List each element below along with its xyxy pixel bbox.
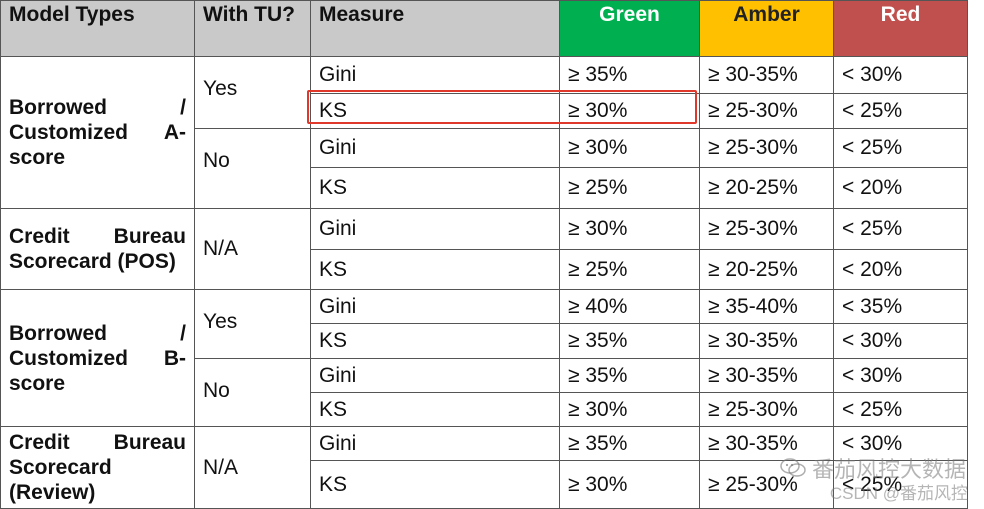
with-tu-cell: Yes — [194, 289, 311, 359]
table-row: KS ≥ 25% ≥ 20-25% < 20% — [1, 167, 968, 209]
red-cell: < 30% — [833, 358, 968, 393]
model-type-cell: Credit Bureau Scorecard (POS) — [0, 208, 195, 290]
amber-cell: ≥ 30-35% — [699, 56, 834, 94]
measure-cell: Gini — [310, 358, 560, 393]
measure-cell: KS — [310, 249, 560, 290]
green-cell: ≥ 35% — [559, 323, 700, 359]
red-cell: < 25% — [833, 208, 968, 250]
red-cell: < 30% — [833, 56, 968, 94]
table-row: KS ≥ 30% ≥ 25-30% < 25% — [1, 460, 968, 509]
amber-cell: ≥ 20-25% — [699, 249, 834, 290]
table-row: Borrowed / Customized A-score Yes Gini ≥ 35… — [0, 56, 968, 209]
with-tu-cell: N/A — [194, 426, 311, 509]
header-red: Red — [833, 0, 968, 57]
with-tu-cell: N/A — [194, 208, 311, 290]
table-row: KS ≥ 35% ≥ 30-35% < 30% — [1, 323, 968, 359]
amber-cell: ≥ 30-35% — [699, 323, 834, 359]
table-body: Borrowed / Customized A-score Yes Gini ≥ 35… — [0, 56, 968, 509]
green-cell: ≥ 40% — [559, 289, 700, 324]
green-cell: ≥ 30% — [559, 128, 700, 168]
with-tu-cell: Yes — [194, 56, 311, 129]
amber-cell: ≥ 30-35% — [699, 358, 834, 393]
wechat-watermark: 番茄风控大数据 — [780, 452, 966, 484]
measure-cell: KS — [310, 392, 560, 427]
table-row: Credit Bureau Scorecard (POS) N/A Gini ≥ 30… — [0, 208, 968, 290]
measure-cell: Gini — [310, 56, 560, 94]
header-row: Model Types With TU? Measure Green Amber… — [0, 0, 968, 57]
amber-cell: ≥ 25-30% — [699, 208, 834, 250]
red-cell: < 25% — [833, 392, 968, 427]
green-cell: ≥ 30% — [559, 460, 700, 509]
red-cell: < 25% — [833, 128, 968, 168]
header-model-types: Model Types — [0, 0, 195, 57]
measure-cell: Gini — [310, 128, 560, 168]
with-tu-cell: No — [194, 358, 311, 427]
model-type-cell: Borrowed / Customized B-score — [0, 289, 195, 427]
header-measure: Measure — [310, 0, 560, 57]
wechat-icon — [780, 458, 806, 477]
amber-cell: ≥ 25-30% — [699, 93, 834, 129]
green-cell: ≥ 25% — [559, 167, 700, 209]
header-amber: Amber — [699, 0, 834, 57]
green-cell: ≥ 30% — [559, 208, 700, 250]
red-cell: < 35% — [833, 289, 968, 324]
green-cell: ≥ 35% — [559, 426, 700, 461]
table-row: Credit Bureau Scorecard (Review) N/A Gini ≥… — [0, 426, 968, 509]
table-row: KS ≥ 25% ≥ 20-25% < 20% — [1, 249, 968, 290]
header-green: Green — [559, 0, 700, 57]
green-cell: ≥ 30% — [559, 93, 700, 129]
green-cell: ≥ 25% — [559, 249, 700, 290]
model-type-cell: Credit Bureau Scorecard (Review) — [0, 426, 195, 509]
measure-cell: Gini — [310, 289, 560, 324]
amber-cell: ≥ 35-40% — [699, 289, 834, 324]
green-cell: ≥ 35% — [559, 56, 700, 94]
green-cell: ≥ 35% — [559, 358, 700, 393]
red-cell: < 25% — [833, 460, 968, 509]
header-with-tu: With TU? — [194, 0, 311, 57]
table-row: Borrowed / Customized B-score Yes Gini ≥ 40… — [0, 289, 968, 427]
model-type-cell: Borrowed / Customized A-score — [0, 56, 195, 209]
red-cell: < 20% — [833, 249, 968, 290]
amber-cell: ≥ 25-30% — [699, 392, 834, 427]
green-cell: ≥ 30% — [559, 392, 700, 427]
csdn-watermark: CSDN @番茄风控 — [829, 484, 968, 503]
table-row: KS ≥ 30% ≥ 25-30% < 25% — [1, 392, 968, 427]
red-cell: < 30% — [833, 323, 968, 359]
amber-cell: ≥ 25-30% — [699, 128, 834, 168]
measure-cell: Gini — [310, 208, 560, 250]
amber-cell: ≥ 25-30% — [699, 460, 834, 509]
measure-cell: KS — [310, 323, 560, 359]
measure-cell: KS — [310, 167, 560, 209]
red-cell: < 25% — [833, 93, 968, 129]
red-cell: < 20% — [833, 167, 968, 209]
measure-cell: KS — [310, 460, 560, 509]
amber-cell: ≥ 20-25% — [699, 167, 834, 209]
with-tu-cell: No — [194, 128, 311, 209]
watermark-channel: 番茄风控大数据 — [811, 457, 966, 482]
amber-cell: ≥ 30-35% — [699, 426, 834, 461]
table-row: No Gini ≥ 35% ≥ 30-35% < 30% — [1, 358, 968, 427]
table-row: No Gini ≥ 30% ≥ 25-30% < 25% — [1, 128, 968, 209]
measure-cell: KS — [310, 93, 560, 129]
measure-cell: Gini — [310, 426, 560, 461]
